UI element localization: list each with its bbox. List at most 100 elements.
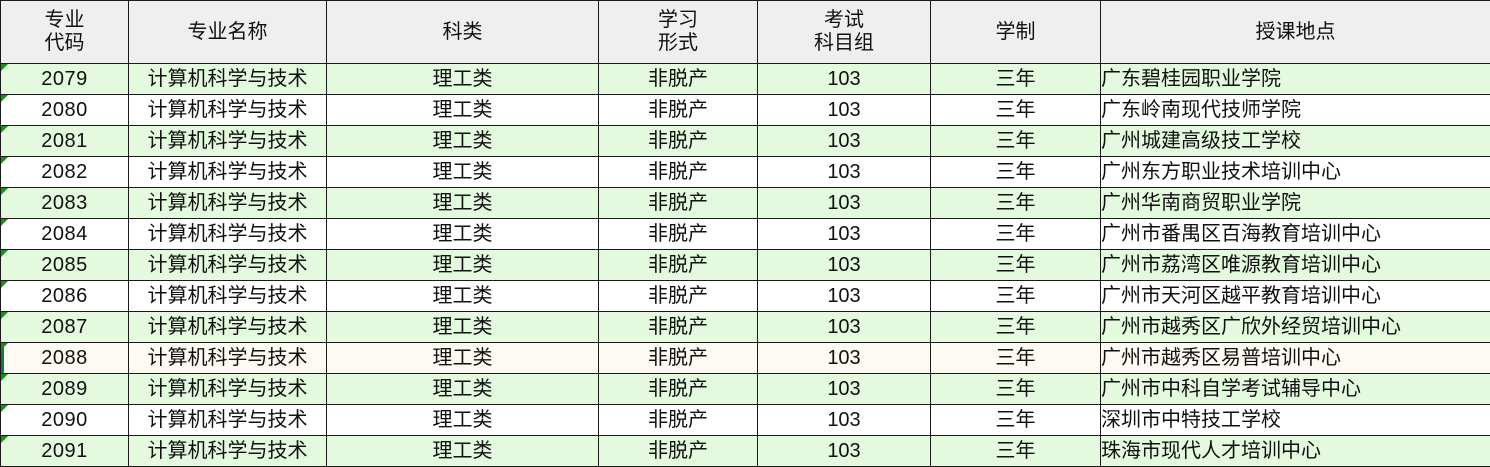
cell-study-mode[interactable]: 非脱产 <box>599 126 758 157</box>
cell-category[interactable]: 理工类 <box>327 405 599 436</box>
cell-major-name[interactable]: 计算机科学与技术 <box>129 219 327 250</box>
cell-study-mode[interactable]: 非脱产 <box>599 343 758 374</box>
cell-schooling-length[interactable]: 三年 <box>931 374 1101 405</box>
cell-major-name[interactable]: 计算机科学与技术 <box>129 312 327 343</box>
cell-study-mode[interactable]: 非脱产 <box>599 436 758 467</box>
cell-teaching-place[interactable]: 广州市番禺区百海教育培训中心 <box>1101 219 1490 250</box>
cell-exam-subject-group[interactable]: 103 <box>758 405 931 436</box>
cell-teaching-place[interactable]: 深圳市中特技工学校 <box>1101 405 1490 436</box>
cell-major-name[interactable]: 计算机科学与技术 <box>129 374 327 405</box>
cell-category[interactable]: 理工类 <box>327 188 599 219</box>
cell-major-code[interactable]: 2082 <box>1 157 129 188</box>
cell-major-code[interactable]: 2081 <box>1 126 129 157</box>
cell-major-code[interactable]: 2083 <box>1 188 129 219</box>
cell-major-name[interactable]: 计算机科学与技术 <box>129 64 327 95</box>
cell-study-mode[interactable]: 非脱产 <box>599 219 758 250</box>
cell-study-mode[interactable]: 非脱产 <box>599 281 758 312</box>
cell-exam-subject-group[interactable]: 103 <box>758 126 931 157</box>
cell-study-mode[interactable]: 非脱产 <box>599 157 758 188</box>
cell-major-name[interactable]: 计算机科学与技术 <box>129 95 327 126</box>
cell-exam-subject-group[interactable]: 103 <box>758 219 931 250</box>
cell-schooling-length[interactable]: 三年 <box>931 405 1101 436</box>
cell-major-name[interactable]: 计算机科学与技术 <box>129 436 327 467</box>
cell-schooling-length[interactable]: 三年 <box>931 219 1101 250</box>
cell-schooling-length[interactable]: 三年 <box>931 157 1101 188</box>
cell-major-name[interactable]: 计算机科学与技术 <box>129 405 327 436</box>
cell-teaching-place[interactable]: 广州城建高级技工学校 <box>1101 126 1490 157</box>
cell-category[interactable]: 理工类 <box>327 312 599 343</box>
cell-exam-subject-group[interactable]: 103 <box>758 250 931 281</box>
cell-teaching-place[interactable]: 广州市越秀区易普培训中心 <box>1101 343 1490 374</box>
cell-exam-subject-group[interactable]: 103 <box>758 436 931 467</box>
cell-category[interactable]: 理工类 <box>327 95 599 126</box>
cell-teaching-place[interactable]: 广州东方职业技术培训中心 <box>1101 157 1490 188</box>
cell-exam-subject-group[interactable]: 103 <box>758 188 931 219</box>
cell-major-code[interactable]: 2088 <box>1 343 129 374</box>
cell-major-name[interactable]: 计算机科学与技术 <box>129 281 327 312</box>
column-header-major-code[interactable]: 专业代码 <box>1 1 129 64</box>
column-header-teaching-place[interactable]: 授课地点 <box>1101 1 1490 64</box>
cell-major-code[interactable]: 2085 <box>1 250 129 281</box>
cell-study-mode[interactable]: 非脱产 <box>599 405 758 436</box>
cell-study-mode[interactable]: 非脱产 <box>599 64 758 95</box>
cell-schooling-length[interactable]: 三年 <box>931 95 1101 126</box>
cell-schooling-length[interactable]: 三年 <box>931 281 1101 312</box>
cell-category[interactable]: 理工类 <box>327 157 599 188</box>
cell-major-code[interactable]: 2091 <box>1 436 129 467</box>
cell-category[interactable]: 理工类 <box>327 219 599 250</box>
cell-schooling-length[interactable]: 三年 <box>931 64 1101 95</box>
column-header-major-name[interactable]: 专业名称 <box>129 1 327 64</box>
cell-teaching-place[interactable]: 广东碧桂园职业学院 <box>1101 64 1490 95</box>
cell-exam-subject-group[interactable]: 103 <box>758 312 931 343</box>
cell-teaching-place[interactable]: 广东岭南现代技师学院 <box>1101 95 1490 126</box>
cell-major-code[interactable]: 2090 <box>1 405 129 436</box>
cell-major-code[interactable]: 2080 <box>1 95 129 126</box>
cell-major-code[interactable]: 2086 <box>1 281 129 312</box>
cell-schooling-length[interactable]: 三年 <box>931 343 1101 374</box>
cell-teaching-place[interactable]: 广州市荔湾区唯源教育培训中心 <box>1101 250 1490 281</box>
cell-exam-subject-group[interactable]: 103 <box>758 95 931 126</box>
cell-major-name[interactable]: 计算机科学与技术 <box>129 157 327 188</box>
cell-major-name[interactable]: 计算机科学与技术 <box>129 126 327 157</box>
column-header-schooling-length[interactable]: 学制 <box>931 1 1101 64</box>
cell-schooling-length[interactable]: 三年 <box>931 312 1101 343</box>
cell-category[interactable]: 理工类 <box>327 374 599 405</box>
cell-schooling-length[interactable]: 三年 <box>931 436 1101 467</box>
cell-teaching-place[interactable]: 广州华南商贸职业学院 <box>1101 188 1490 219</box>
cell-study-mode[interactable]: 非脱产 <box>599 312 758 343</box>
cell-major-code[interactable]: 2084 <box>1 219 129 250</box>
cell-major-code[interactable]: 2089 <box>1 374 129 405</box>
cell-study-mode[interactable]: 非脱产 <box>599 188 758 219</box>
cell-exam-subject-group[interactable]: 103 <box>758 374 931 405</box>
cell-study-mode[interactable]: 非脱产 <box>599 250 758 281</box>
cell-category[interactable]: 理工类 <box>327 250 599 281</box>
cell-schooling-length[interactable]: 三年 <box>931 126 1101 157</box>
cell-schooling-length[interactable]: 三年 <box>931 188 1101 219</box>
cell-teaching-place[interactable]: 广州市越秀区广欣外经贸培训中心 <box>1101 312 1490 343</box>
cell-major-name[interactable]: 计算机科学与技术 <box>129 343 327 374</box>
column-header-category[interactable]: 科类 <box>327 1 599 64</box>
cell-exam-subject-group[interactable]: 103 <box>758 343 931 374</box>
cell-category[interactable]: 理工类 <box>327 64 599 95</box>
cell-major-code[interactable]: 2087 <box>1 312 129 343</box>
cell-category[interactable]: 理工类 <box>327 436 599 467</box>
cell-exam-subject-group[interactable]: 103 <box>758 157 931 188</box>
column-header-study-mode[interactable]: 学习形式 <box>599 1 758 64</box>
column-header-exam-subject-group[interactable]: 考试科目组 <box>758 1 931 64</box>
cell-exam-subject-group[interactable]: 103 <box>758 281 931 312</box>
cell-study-mode[interactable]: 非脱产 <box>599 95 758 126</box>
